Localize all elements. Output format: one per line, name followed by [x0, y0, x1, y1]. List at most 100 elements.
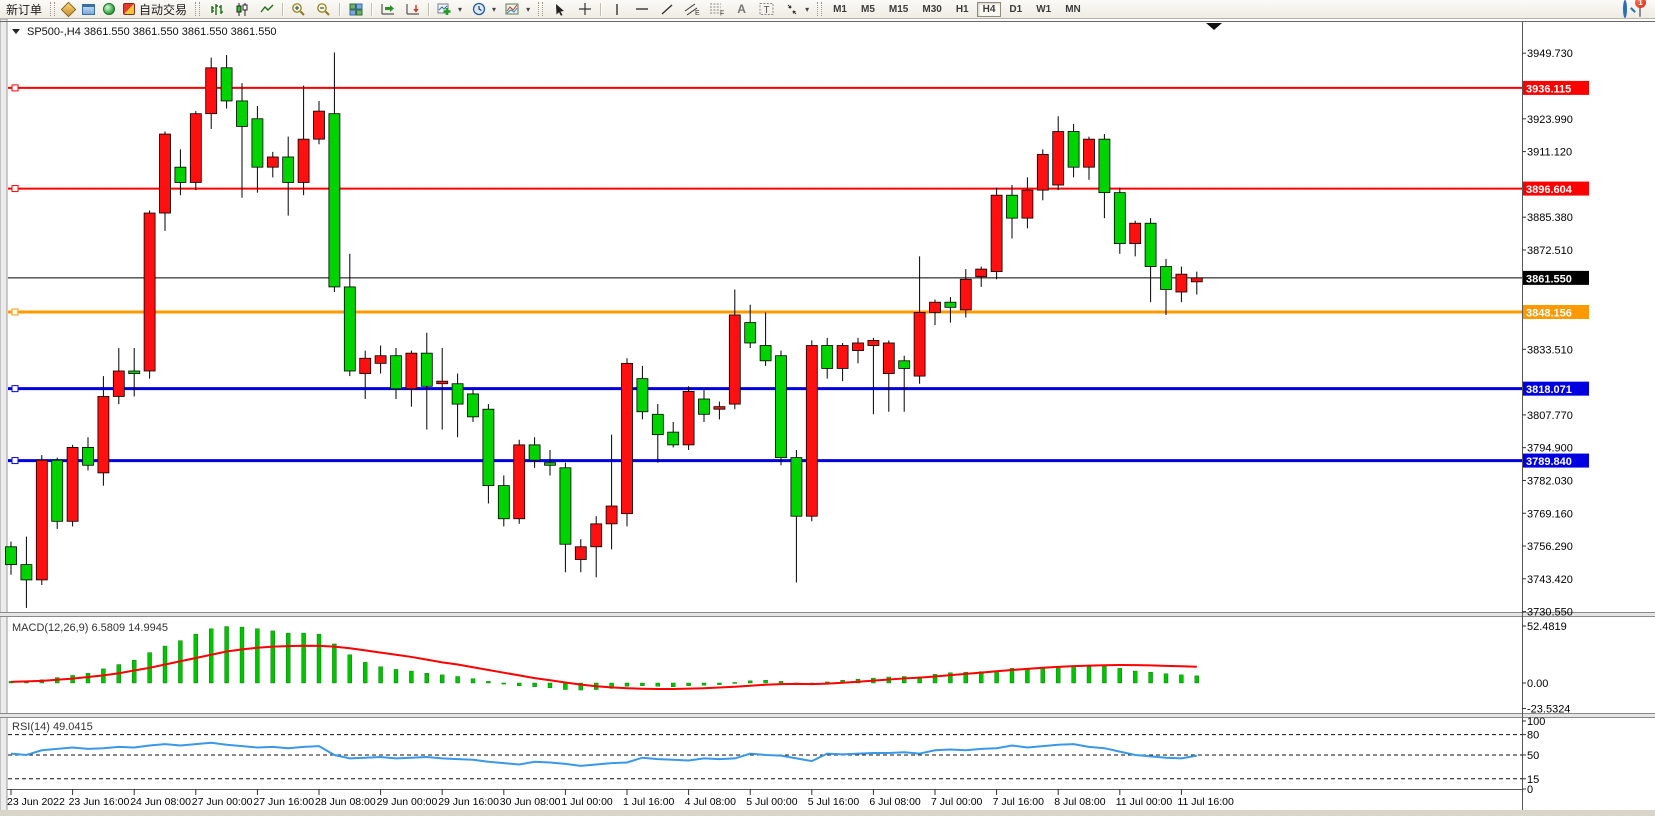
bar-chart-button[interactable]: [204, 1, 229, 18]
candle-body: [112, 370, 125, 397]
macd-bar: [1055, 666, 1061, 684]
channel-button[interactable]: E: [679, 1, 704, 18]
candle-body: [574, 546, 587, 560]
chart-shift-marker[interactable]: [1206, 23, 1222, 30]
price-tick-label: 3872.510: [1527, 245, 1573, 257]
zoom-out-icon: [315, 1, 332, 17]
search-button[interactable]: [1623, 0, 1627, 18]
navigator-button[interactable]: [99, 1, 119, 18]
macd-bar: [393, 669, 399, 684]
macd-bar: [671, 682, 676, 688]
price-level-badge: [1523, 453, 1589, 468]
candle-body: [513, 444, 526, 520]
auto-scroll-button[interactable]: [375, 1, 400, 18]
time-tick-label: 1 Jul 00:00: [561, 796, 613, 808]
text-label-button[interactable]: T: [754, 1, 779, 18]
macd-bar: [1117, 668, 1123, 684]
timeframe-button-d1[interactable]: D1: [1009, 3, 1023, 15]
pane-separator[interactable]: [0, 713, 1655, 718]
autotrade-icon: [123, 3, 136, 15]
price-level-badge-text: 3861.550: [1526, 273, 1572, 285]
line-handle[interactable]: [11, 185, 19, 193]
candle-body: [251, 118, 264, 168]
horizontal-line-icon: [633, 1, 650, 17]
macd-bar: [994, 670, 999, 684]
main-toolbar: 新订单 自动交易 ▾ ▾ ▾ E: [0, 0, 1655, 19]
arrows-button[interactable]: ▾: [779, 1, 813, 18]
timeframe-button-h1[interactable]: H1: [955, 3, 969, 15]
templates-button[interactable]: ▾: [500, 1, 534, 18]
candle-body: [374, 355, 387, 364]
auto-scroll-icon: [379, 1, 396, 17]
toolbar-separator: [282, 2, 284, 16]
text-button[interactable]: A: [729, 1, 754, 18]
timeframe-button-m1[interactable]: M1: [833, 3, 847, 15]
macd-bar: [1132, 670, 1138, 684]
macd-bar: [440, 674, 445, 684]
time-tick-label: 7 Jul 00:00: [931, 796, 983, 808]
cursor-button[interactable]: [547, 1, 572, 18]
zoom-in-button[interactable]: [286, 1, 311, 18]
rsi-pane: 100 80 50 150 RSI(14) 49.0415: [8, 716, 1545, 796]
vertical-line-button[interactable]: [604, 1, 629, 18]
line-handle[interactable]: [11, 308, 19, 316]
timeframe-button-h4[interactable]: H4: [976, 1, 1002, 17]
market-watch-button[interactable]: [59, 1, 78, 18]
chat-button[interactable]: 1: [1635, 0, 1646, 17]
dropdown-arrow-icon: ▾: [805, 4, 810, 14]
candle-body: [420, 352, 433, 387]
search-icon: [1623, 0, 1627, 18]
candle-body: [728, 314, 741, 405]
macd-bar: [609, 682, 614, 689]
toolbar-grip: [50, 2, 56, 16]
timeframe-button-w1[interactable]: W1: [1036, 3, 1052, 15]
zoom-out-button[interactable]: [311, 1, 336, 18]
autotrade-button[interactable]: 自动交易: [119, 1, 191, 18]
line-handle[interactable]: [11, 385, 19, 393]
text-label-icon: T: [758, 1, 775, 17]
tile-windows-button[interactable]: [343, 1, 368, 18]
trendline-button[interactable]: [654, 1, 679, 18]
data-window-button[interactable]: [78, 1, 99, 18]
line-handle[interactable]: [11, 457, 19, 465]
candle-body: [236, 100, 248, 127]
timeframe-button-m15[interactable]: M15: [888, 3, 909, 15]
price-level-badge-text: 3896.604: [1526, 184, 1573, 196]
macd-bar: [1102, 665, 1107, 684]
macd-bar: [455, 676, 460, 684]
macd-bar: [470, 678, 476, 684]
time-tick-label: 11 Jul 00:00: [1116, 796, 1173, 808]
candle-body: [5, 546, 17, 566]
fibonacci-button[interactable]: F: [704, 1, 729, 18]
timeframe-button-m5[interactable]: M5: [861, 3, 875, 15]
candle-body: [189, 113, 202, 183]
horizontal-line-button[interactable]: [629, 1, 654, 18]
timeframe-button-m30[interactable]: M30: [922, 3, 942, 15]
candle-body: [698, 398, 710, 415]
candle-body: [898, 360, 911, 369]
candle-body: [482, 408, 495, 487]
chart-canvas[interactable]: 3949.730 3923.990 3911.120 3885.380 3872.510…: [0, 19, 1655, 816]
candle-body: [66, 447, 79, 522]
candle-body: [852, 342, 864, 352]
line-handle[interactable]: [11, 84, 19, 92]
indicators-button[interactable]: ▾: [432, 1, 466, 18]
macd-bar: [424, 673, 429, 684]
crosshair-button[interactable]: [572, 1, 597, 18]
new-order-button[interactable]: 新订单: [6, 2, 43, 17]
time-tick-label: 29 Jun 00:00: [377, 796, 438, 808]
candle-body: [97, 396, 110, 474]
line-chart-button[interactable]: [254, 1, 279, 18]
macd-bar: [378, 666, 383, 684]
level-lines[interactable]: [8, 84, 1522, 465]
chart-shift-button[interactable]: [400, 1, 425, 18]
macd-bar: [1071, 665, 1076, 684]
periods-button[interactable]: ▾: [466, 1, 500, 18]
macd-bar: [239, 626, 245, 684]
timeframe-button-mn[interactable]: MN: [1065, 3, 1081, 15]
candle-body: [590, 523, 603, 548]
dropdown-arrow-icon: ▾: [492, 4, 497, 14]
pane-separator[interactable]: [0, 612, 1655, 617]
one-click-trading-toggle[interactable]: [12, 29, 20, 34]
candlestick-chart-button[interactable]: [229, 1, 254, 18]
